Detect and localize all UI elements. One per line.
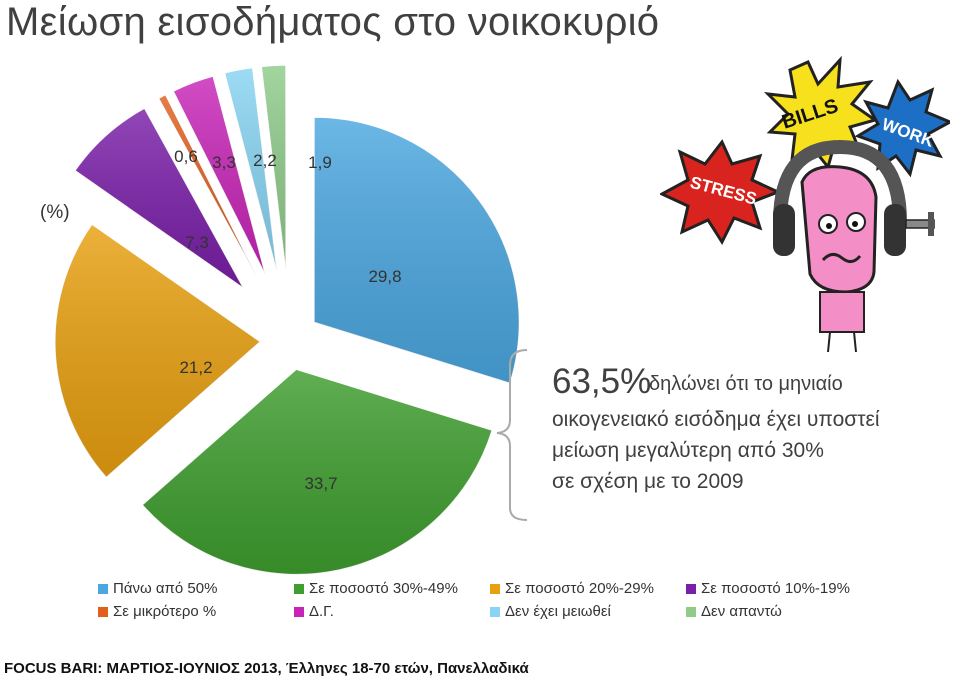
pie-slice-shade-6 <box>173 76 266 275</box>
callout-line-4: σε σχέση με το 2009 <box>552 470 744 493</box>
pie-slice-label-3: 21,2 <box>179 358 212 377</box>
legend-label: Πάνω από 50% <box>113 580 218 597</box>
pie-slice-label-8: 1,9 <box>308 153 332 172</box>
legend-label: Σε ποσοστό 30%-49% <box>309 580 458 597</box>
character-head-icon <box>800 165 878 294</box>
pie-slice-shade-4 <box>75 108 244 288</box>
callout-brace-icon <box>496 349 528 521</box>
legend-item: Σε μικρότερο % <box>98 603 294 620</box>
legend-swatch <box>686 606 696 617</box>
callout-line-2: οικογενειακό εισόδημα έχει υποστεί <box>552 408 880 431</box>
stress-sign-icon: STRESS <box>660 139 782 246</box>
source-note: FOCUS BARI: ΜΑΡΤΙΟΣ-ΙΟΥΝΙΟΣ 2013, Έλληνε… <box>4 660 529 677</box>
legend-swatch <box>490 583 500 594</box>
legend-item: Δεν απαντώ <box>686 603 886 620</box>
legend-item: Σε ποσοστό 30%-49% <box>294 580 490 597</box>
callout-line-3: μείωση μεγαλύτερη από 30% <box>552 439 824 462</box>
pie-slice-shade-2 <box>142 369 493 575</box>
legend-swatch <box>686 583 696 594</box>
legend-swatch <box>490 606 500 617</box>
legend-swatch <box>294 606 304 617</box>
legend-label: Σε ποσοστό 10%-19% <box>701 580 850 597</box>
pie-slice-label-6: 3,3 <box>212 153 236 172</box>
pie-slice-shade-1 <box>314 117 520 384</box>
chart-legend: Πάνω από 50% Σε ποσοστό 30%-49% Σε ποσοστό… <box>98 580 918 620</box>
pie-slice-label-4: 7,3 <box>185 233 209 252</box>
pie-slice-label-5: 0,6 <box>174 147 198 166</box>
legend-label: Δεν απαντώ <box>701 603 782 620</box>
legend-item: Δεν έχει μειωθεί <box>490 603 686 620</box>
legend-item: Πάνω από 50% <box>98 580 294 597</box>
pie-slice-labels: 29,8 33,7 21,2 7,3 0,6 3,3 2,2 1,9 <box>174 147 401 493</box>
legend-swatch <box>294 583 304 594</box>
callout-line-1: δηλώνει ότι το μηνιαίο <box>649 373 843 395</box>
pie-slice-shade-7 <box>224 67 277 272</box>
pie-slice-label-1: 29,8 <box>368 267 401 286</box>
legend-item: Σε ποσοστό 10%-19% <box>686 580 886 597</box>
legend-item: Σε ποσοστό 20%-29% <box>490 580 686 597</box>
pie-slice-label-7: 2,2 <box>253 151 277 170</box>
callout-percent: 63,5% <box>552 362 652 401</box>
bills-sign-icon: BILLS <box>763 55 879 171</box>
legend-label: Δ.Γ. <box>309 603 334 620</box>
pie-slice-shade-8 <box>261 65 286 271</box>
work-sign-icon: WORK <box>854 78 950 178</box>
legend-item: Δ.Γ. <box>294 603 490 620</box>
pie-slices <box>54 64 520 575</box>
legend-label: Σε ποσοστό 20%-29% <box>505 580 654 597</box>
pie-slice-label-2: 33,7 <box>304 474 337 493</box>
unit-label: (%) <box>40 202 70 223</box>
legend-label: Δεν έχει μειωθεί <box>505 603 611 620</box>
pie-slice-shade-5 <box>158 94 258 279</box>
headphones-icon <box>773 139 907 223</box>
page-title: Μείωση εισοδήματος στο νοικοκυριό <box>6 0 660 44</box>
legend-swatch <box>98 606 108 617</box>
pie-slice-shade-3 <box>55 224 261 478</box>
legend-swatch <box>98 583 108 594</box>
stressed-character-illustration: BILLS WORK STRESS <box>660 55 950 352</box>
legend-label: Σε μικρότερο % <box>113 603 217 620</box>
